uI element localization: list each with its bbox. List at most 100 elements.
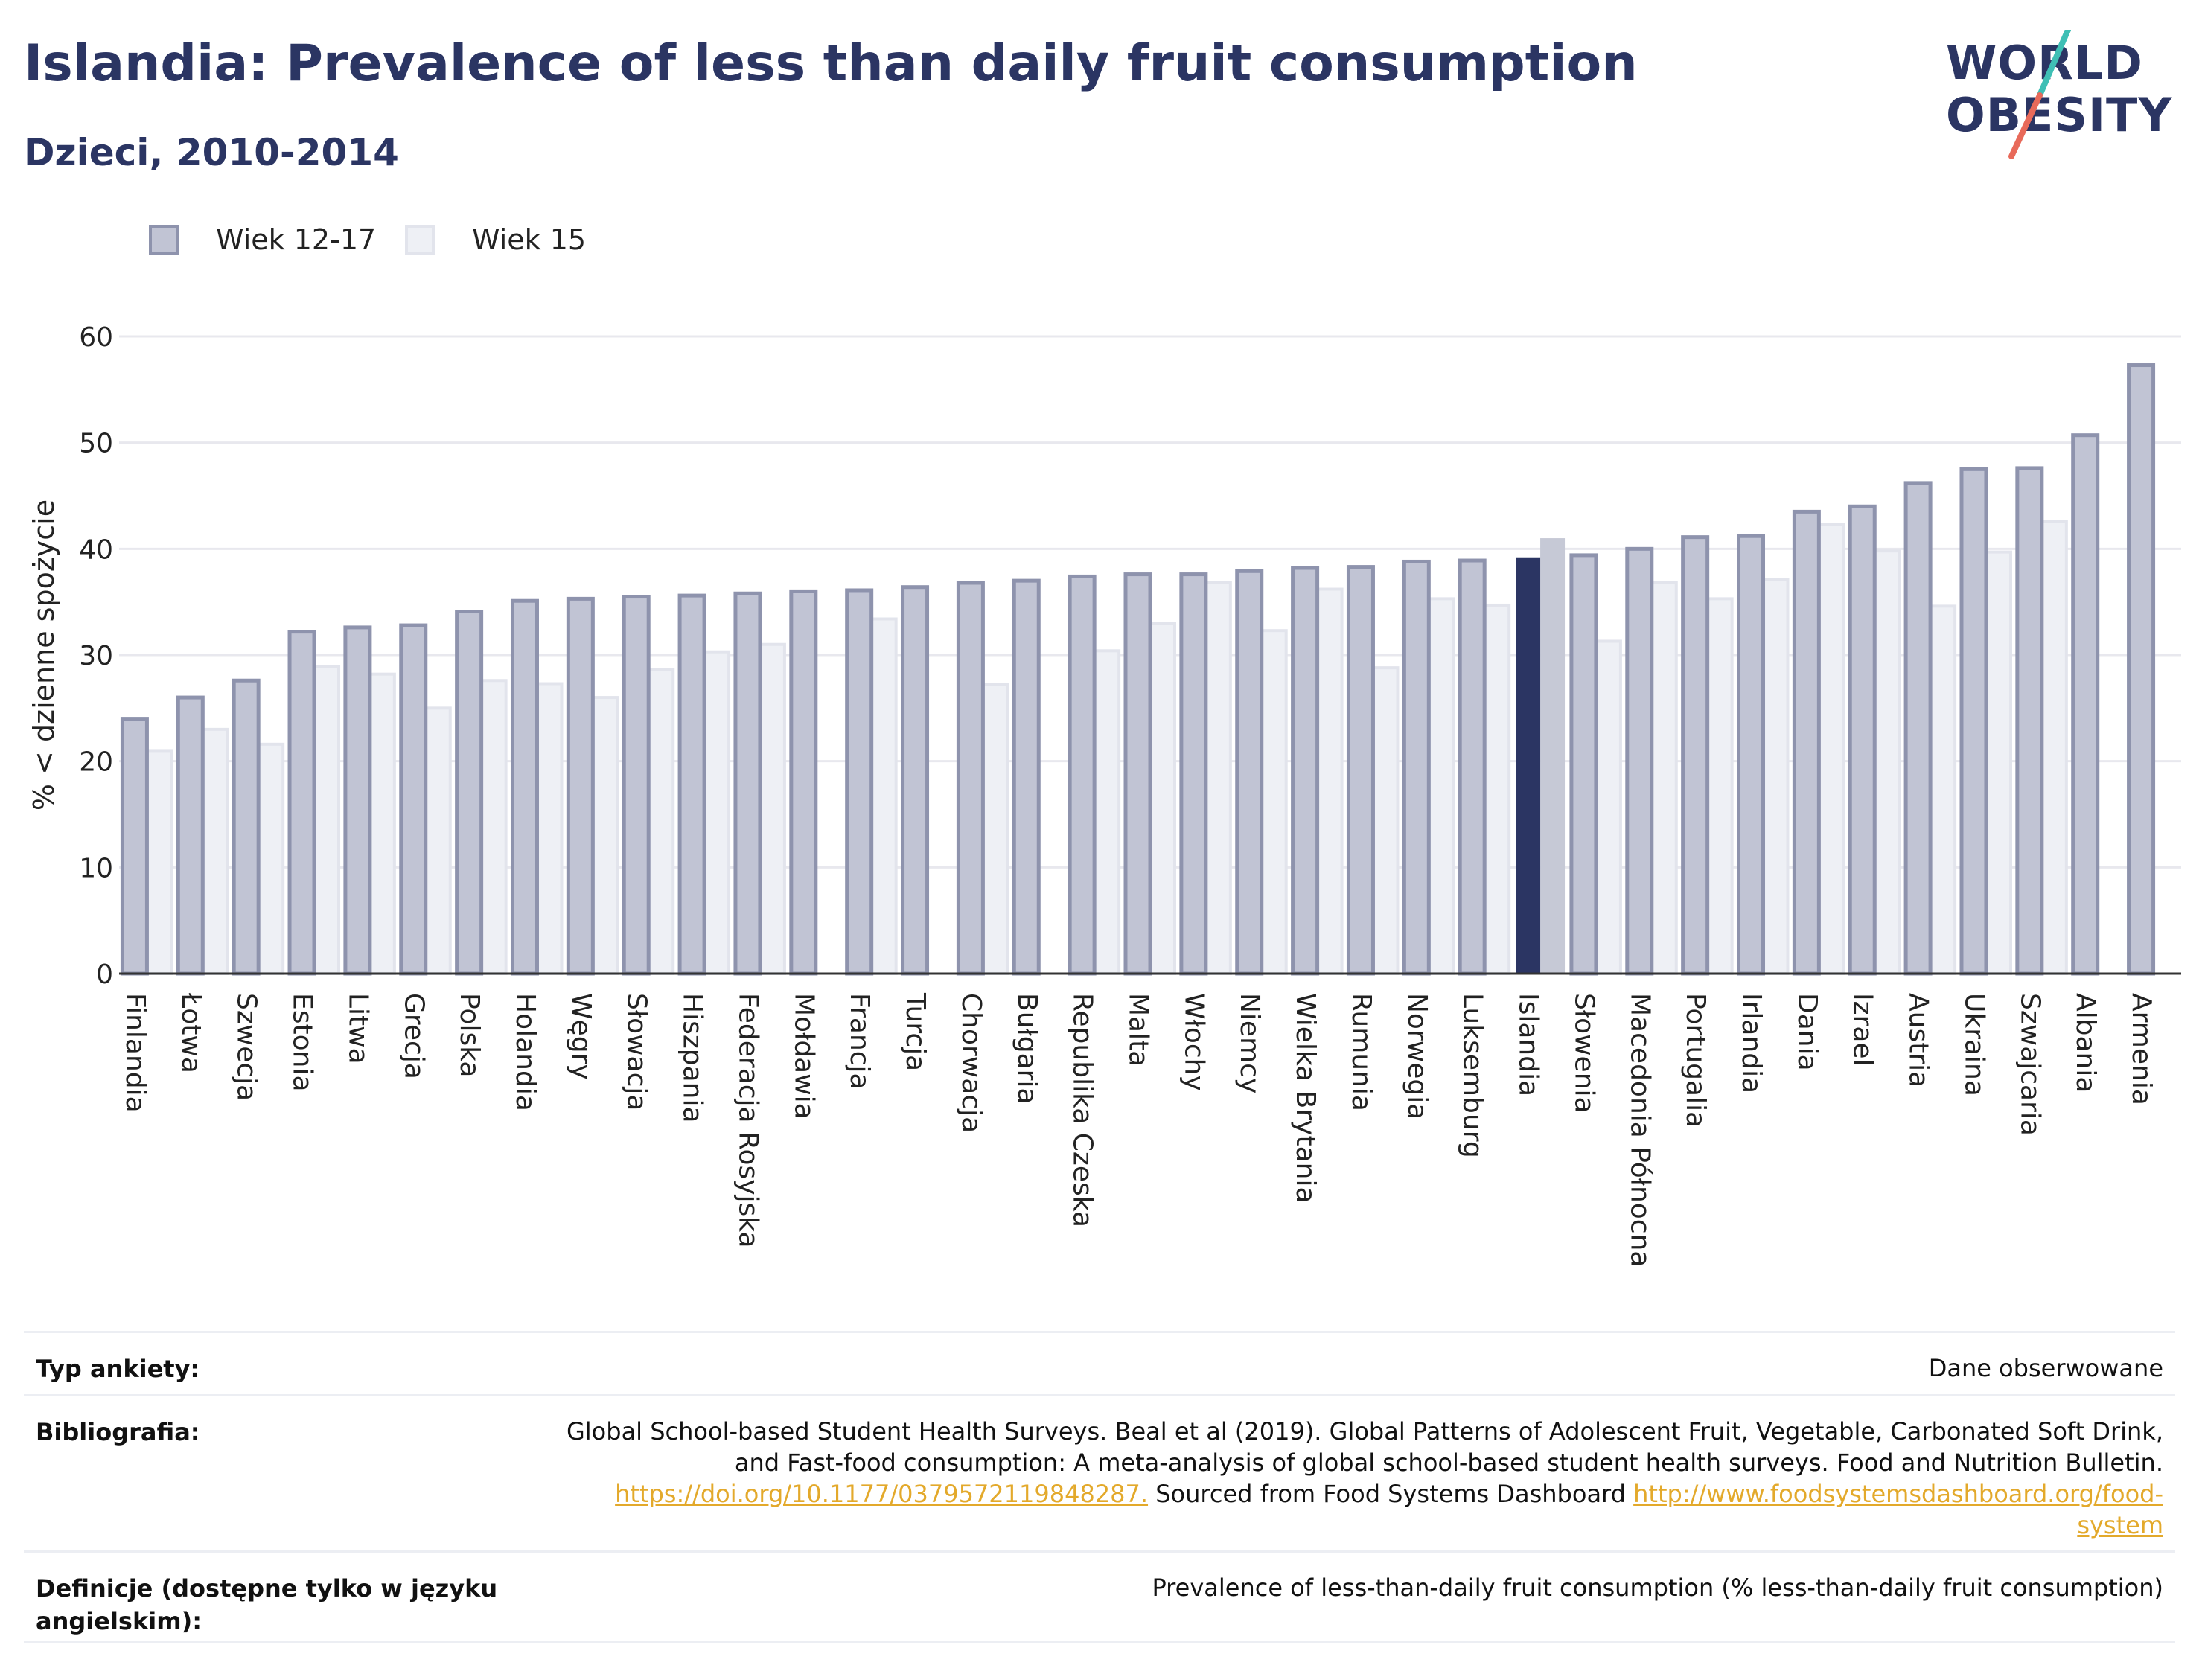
x-tick-label: Mołdawia [788, 993, 819, 1120]
legend-swatch-series2 [405, 225, 435, 255]
bar-wiek-15 [703, 650, 731, 975]
bar-wiek-12-17 [232, 678, 261, 976]
bar-wiek-15 [1315, 587, 1344, 975]
bar-wiek-12-17 [1235, 569, 1264, 976]
bar-wiek-15 [257, 742, 285, 976]
bar-wiek-12-17 [2015, 466, 2044, 976]
x-tick-label: Luksemburg [1458, 993, 1488, 1158]
logo-slash-coral [2008, 92, 2043, 159]
x-tick-label: Hiszpania [677, 993, 708, 1123]
x-tick-label: Izrael [1848, 993, 1878, 1067]
bar-wiek-15 [1761, 578, 1790, 975]
bar-wiek-12-17 [455, 610, 484, 976]
logo-word-obesity: OBESITY [1946, 88, 2172, 142]
y-tick-label: 20 [79, 747, 113, 778]
bar-wiek-15 [313, 665, 341, 976]
x-tick-label: Norwegia [1402, 993, 1432, 1120]
x-tick-label: Estonia [287, 993, 318, 1092]
bar-wiek-12-17 [1402, 559, 1431, 976]
bibliography-line-2: and Fast-food consumption: A meta-analys… [734, 1449, 2163, 1477]
x-tick-label: Łotwa [176, 992, 206, 1073]
x-tick-label: Szwajcaria [2014, 993, 2045, 1136]
bar-wiek-12-17 [1012, 578, 1041, 976]
bar-wiek-15 [981, 683, 1009, 975]
info-row-definitions: Definicje (dostępne tylko w języku angie… [24, 1550, 2175, 1643]
x-tick-label: Irlandia [1736, 993, 1767, 1093]
bar-wiek-15 [1984, 550, 2012, 975]
bar-wiek-15 [1204, 581, 1232, 975]
bar-chart: 0 10 20 30 40 50 60 % < dzienne spożycie Finland… [28, 322, 2181, 1267]
bar-wiek-12-17 [1959, 467, 1988, 976]
bar-wiek-12-17 [1458, 558, 1487, 976]
bar-wiek-12-17 [1516, 557, 1541, 974]
bar-wiek-12-17 [1737, 534, 1766, 976]
bar-wiek-12-17 [733, 591, 762, 976]
bar-wiek-12-17 [1291, 566, 1320, 976]
bar-wiek-12-17 [566, 596, 595, 976]
bar-wiek-12-17 [901, 585, 930, 976]
y-tick-label: 30 [79, 641, 113, 671]
bar-wiek-15 [1873, 549, 1901, 976]
bar-wiek-12-17 [622, 595, 651, 976]
x-tick-label: Dania [1792, 993, 1822, 1071]
bar-wiek-12-17 [956, 581, 985, 976]
survey-type-value: Dane obserwowane [1928, 1354, 2163, 1382]
x-tick-label: Bułgaria [1012, 993, 1042, 1105]
bar-wiek-12-17 [1625, 546, 1654, 976]
x-tick-label: Chorwacja [956, 993, 986, 1133]
y-tick-label: 40 [79, 534, 113, 565]
bar-wiek-12-17 [176, 695, 205, 976]
x-tick-label: Federacja Rosyjska [733, 993, 763, 1248]
x-tick-label: Austria [1903, 993, 1934, 1087]
x-tick-label: Turcja [900, 992, 931, 1071]
bibliography-line-1: Global School-based Student Health Surve… [566, 1417, 2163, 1446]
bibliography-line-3: https://doi.org/10.1177/0379572119848287… [563, 1478, 2163, 1541]
bar-wiek-12-17 [789, 589, 818, 976]
bar-wiek-15 [368, 672, 396, 975]
y-tick-label: 60 [79, 322, 113, 353]
world-obesity-logo: WORLD OBESITY [1946, 30, 2172, 159]
bibliography-label: Bibliografia: [36, 1418, 200, 1446]
bibliography-value: Global School-based Student Health Surve… [563, 1416, 2163, 1541]
x-tick-label: Grecja [398, 993, 429, 1079]
doi-link[interactable]: https://doi.org/10.1177/0379572119848287… [615, 1480, 1149, 1508]
bar-wiek-15 [1705, 597, 1734, 975]
x-tick-label: Finlandia [120, 993, 150, 1113]
x-tick-label: Republika Czeska [1068, 993, 1098, 1227]
bar-wiek-12-17 [1569, 553, 1598, 976]
bar-wiek-15 [647, 668, 675, 975]
page-subtitle: Dzieci, 2010-2014 [24, 131, 399, 174]
page-title: Islandia: Prevalence of less than daily … [24, 34, 1638, 93]
x-tick-label: Malta [1123, 993, 1154, 1067]
bibliography-sourced-text: Sourced from Food Systems Dashboard [1148, 1480, 1634, 1508]
bar-wiek-15 [1540, 538, 1566, 974]
y-tick-label: 0 [96, 959, 113, 990]
x-tick-label: Ukraina [1959, 993, 1989, 1096]
bar-wiek-12-17 [1179, 572, 1208, 976]
legend-label-series1: Wiek 12-17 [216, 223, 377, 256]
x-tick-label: Armenia [2126, 993, 2157, 1105]
bar-wiek-15 [1149, 622, 1176, 975]
legend-label-series2: Wiek 15 [472, 223, 587, 256]
bar-wiek-15 [201, 727, 229, 975]
bar-wiek-12-17 [845, 588, 874, 976]
bar-wiek-12-17 [1792, 509, 1821, 976]
bar-wiek-12-17 [1848, 504, 1877, 976]
bar-wiek-15 [1260, 629, 1288, 975]
info-row-survey: Typ ankiety: Dane obserwowane [24, 1331, 2175, 1394]
bar-wiek-12-17 [2127, 363, 2156, 976]
survey-type-label: Typ ankiety: [36, 1355, 200, 1383]
definitions-label: Definicje (dostępne tylko w języku angie… [36, 1574, 498, 1635]
bar-wiek-12-17 [1123, 572, 1152, 976]
x-tick-label: Wielka Brytania [1290, 993, 1321, 1204]
x-tick-label: Macedonia Północna [1624, 993, 1655, 1267]
x-tick-label: Włochy [1178, 993, 1209, 1091]
bar-wiek-12-17 [287, 630, 316, 976]
bar-wiek-12-17 [1903, 481, 1933, 976]
bar-wiek-12-17 [343, 625, 372, 976]
bar-wiek-12-17 [1068, 574, 1097, 976]
food-systems-link[interactable]: http://www.foodsystemsdashboard.org/food… [1633, 1480, 2163, 1539]
x-tick-label: Litwa [342, 993, 373, 1064]
x-tick-label: Albania [2070, 993, 2101, 1093]
bar-wiek-15 [1093, 649, 1121, 975]
